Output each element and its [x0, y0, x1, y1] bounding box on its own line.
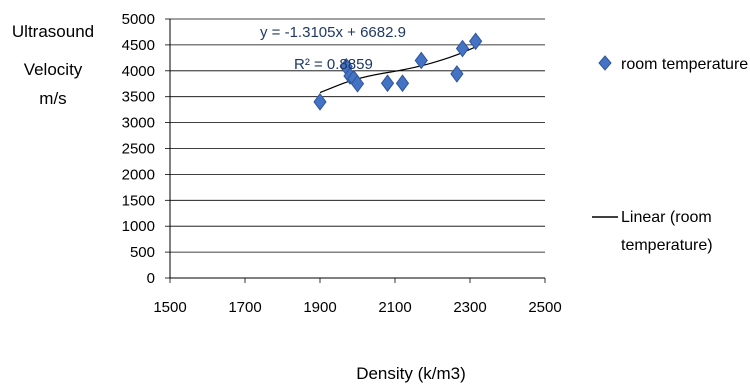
equation-label: y = -1.3105x + 6682.9 — [260, 24, 406, 41]
y-tick-labels: 0 500 1000 1500 2000 2500 3000 3500 4000 4500 5000 — [122, 11, 155, 287]
r-squared-label: R² = 0.8859 — [294, 56, 373, 73]
data-point-8 — [414, 51, 428, 70]
y-tick-label-4000: 4000 — [122, 63, 155, 80]
y-tick-label-2000: 2000 — [122, 166, 155, 183]
x-tick-label-2100: 2100 — [378, 299, 411, 316]
data-point-5 — [350, 74, 365, 93]
data-point-10 — [455, 39, 470, 58]
y-axis-title-line-1: Ultrasound — [12, 22, 94, 41]
data-points — [313, 32, 483, 111]
data-point-1 — [313, 93, 327, 111]
y-tick-label-2500: 2500 — [122, 141, 155, 158]
y-tick-label-1500: 1500 — [122, 192, 155, 209]
x-tick-label-1500: 1500 — [153, 299, 186, 316]
x-tick-label-2300: 2300 — [453, 299, 486, 316]
y-axis-title-line-3: m/s — [39, 89, 66, 108]
y-tick-label-4500: 4500 — [122, 37, 155, 54]
linear-trendline — [319, 46, 476, 94]
data-point-7 — [395, 74, 410, 93]
data-point-6 — [380, 74, 395, 93]
y-axis-title: Ultrasound Velocity m/s — [12, 22, 94, 108]
y-tick-label-3500: 3500 — [122, 89, 155, 106]
y-tick-label-500: 500 — [130, 244, 155, 261]
legend-item-linear-room-temperature: Linear (room temperature) — [592, 209, 713, 254]
y-axis-title-line-2: Velocity — [24, 60, 83, 79]
legend-label-linear-line-2: temperature) — [621, 237, 713, 254]
legend-label-linear-line-1: Linear (room — [621, 209, 712, 226]
x-tick-labels: 1500 1700 1900 2100 2300 2500 — [153, 299, 561, 316]
grid-lines — [170, 18, 545, 279]
axes — [165, 18, 546, 283]
y-tick-label-1000: 1000 — [122, 218, 155, 235]
y-tick-label-0: 0 — [147, 270, 155, 287]
x-tick-label-1700: 1700 — [228, 299, 261, 316]
y-tick-label-3000: 3000 — [122, 115, 155, 132]
legend-item-room-temperature: room temperature — [598, 55, 748, 73]
data-point-9 — [450, 65, 464, 83]
data-point-11 — [469, 32, 483, 51]
x-axis-title: Density (k/m3) — [356, 364, 466, 383]
legend-label-room-temperature: room temperature — [621, 56, 748, 73]
x-tick-label-2500: 2500 — [528, 299, 561, 316]
legend-diamond-marker — [598, 55, 612, 71]
legend: room temperature Linear (room temperatur… — [592, 55, 748, 254]
x-tick-label-1900: 1900 — [303, 299, 336, 316]
trendline — [319, 46, 476, 94]
y-tick-label-5000: 5000 — [122, 11, 155, 28]
